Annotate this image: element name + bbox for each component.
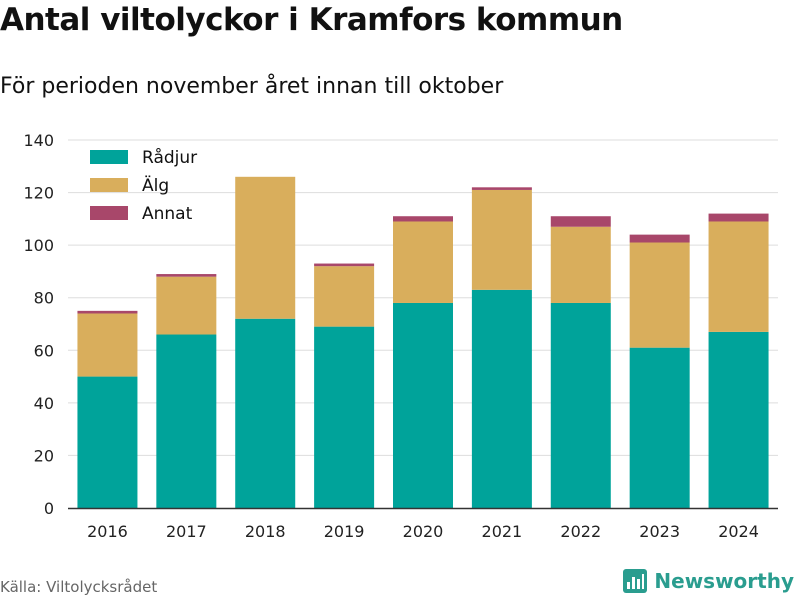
- y-tick-label: 120: [23, 184, 54, 203]
- bar-Annat-2019: [314, 263, 375, 267]
- bar-Älg-2020: [393, 221, 453, 303]
- x-tick-label: 2019: [324, 522, 365, 541]
- bar-Rådjur-2021: [471, 289, 532, 508]
- x-tick-label: 2021: [482, 522, 523, 541]
- bar-Älg-2017: [156, 276, 217, 335]
- x-tick-label: 2022: [560, 522, 601, 541]
- legend-label: Rådjur: [142, 147, 197, 168]
- y-tick-label: 80: [34, 289, 54, 308]
- bar-Annat-2023: [629, 234, 690, 243]
- brand-name: Newsworthy: [654, 569, 794, 593]
- bar-Rådjur-2019: [314, 326, 375, 508]
- x-tick-label: 2020: [403, 522, 444, 541]
- bar-Annat-2022: [550, 216, 611, 227]
- bar-Rådjur-2022: [550, 302, 611, 508]
- x-tick-label: 2017: [166, 522, 207, 541]
- bar-Rådjur-2017: [156, 334, 217, 508]
- bar-Annat-2017: [156, 274, 217, 277]
- x-tick-label: 2024: [718, 522, 759, 541]
- y-tick-label: 40: [34, 394, 54, 413]
- legend-swatch-Älg: [90, 178, 128, 192]
- chart-title: Antal viltolyckor i Kramfors kommun: [0, 2, 623, 38]
- legend-label: Älg: [142, 175, 169, 196]
- x-tick-label: 2016: [87, 522, 128, 541]
- x-tick-label: 2018: [245, 522, 286, 541]
- bar-Älg-2021: [471, 189, 532, 290]
- bar-Älg-2016: [77, 313, 138, 377]
- bar-Rådjur-2016: [77, 376, 138, 508]
- bar-Rådjur-2024: [708, 331, 769, 508]
- legend-label: Annat: [142, 204, 193, 224]
- bar-Älg-2018: [235, 176, 296, 319]
- bar-Annat-2021: [471, 187, 532, 190]
- x-tick-label: 2023: [639, 522, 680, 541]
- bar-Älg-2024: [708, 221, 769, 332]
- y-tick-label: 0: [44, 499, 54, 518]
- bar-Annat-2024: [708, 213, 769, 222]
- bar-Rådjur-2020: [393, 302, 453, 508]
- y-tick-label: 60: [34, 341, 54, 360]
- newsworthy-icon: [623, 569, 648, 593]
- y-tick-label: 140: [23, 131, 54, 150]
- bar-Annat-2020: [393, 216, 453, 222]
- chart-subtitle: För perioden november året innan till ok…: [0, 74, 504, 99]
- bar-Älg-2022: [550, 226, 611, 303]
- bar-Rådjur-2023: [629, 347, 690, 508]
- y-tick-label: 20: [34, 446, 54, 465]
- bar-Älg-2023: [629, 242, 690, 348]
- legend-swatch-Annat: [90, 206, 128, 220]
- bar-Älg-2019: [314, 266, 375, 327]
- stacked-bar-chart: 0 20 40 60 80 100 120 140 2016 2017 2018 2019 2020 20…: [23, 131, 778, 541]
- brand-logo: Newsworthy: [622, 568, 794, 594]
- source-note: Källa: Viltolycksrådet: [0, 578, 158, 596]
- legend-swatch-Rådjur: [90, 150, 128, 164]
- bar-Rådjur-2018: [235, 318, 296, 508]
- y-tick-label: 100: [23, 236, 54, 255]
- bar-Annat-2016: [77, 310, 138, 314]
